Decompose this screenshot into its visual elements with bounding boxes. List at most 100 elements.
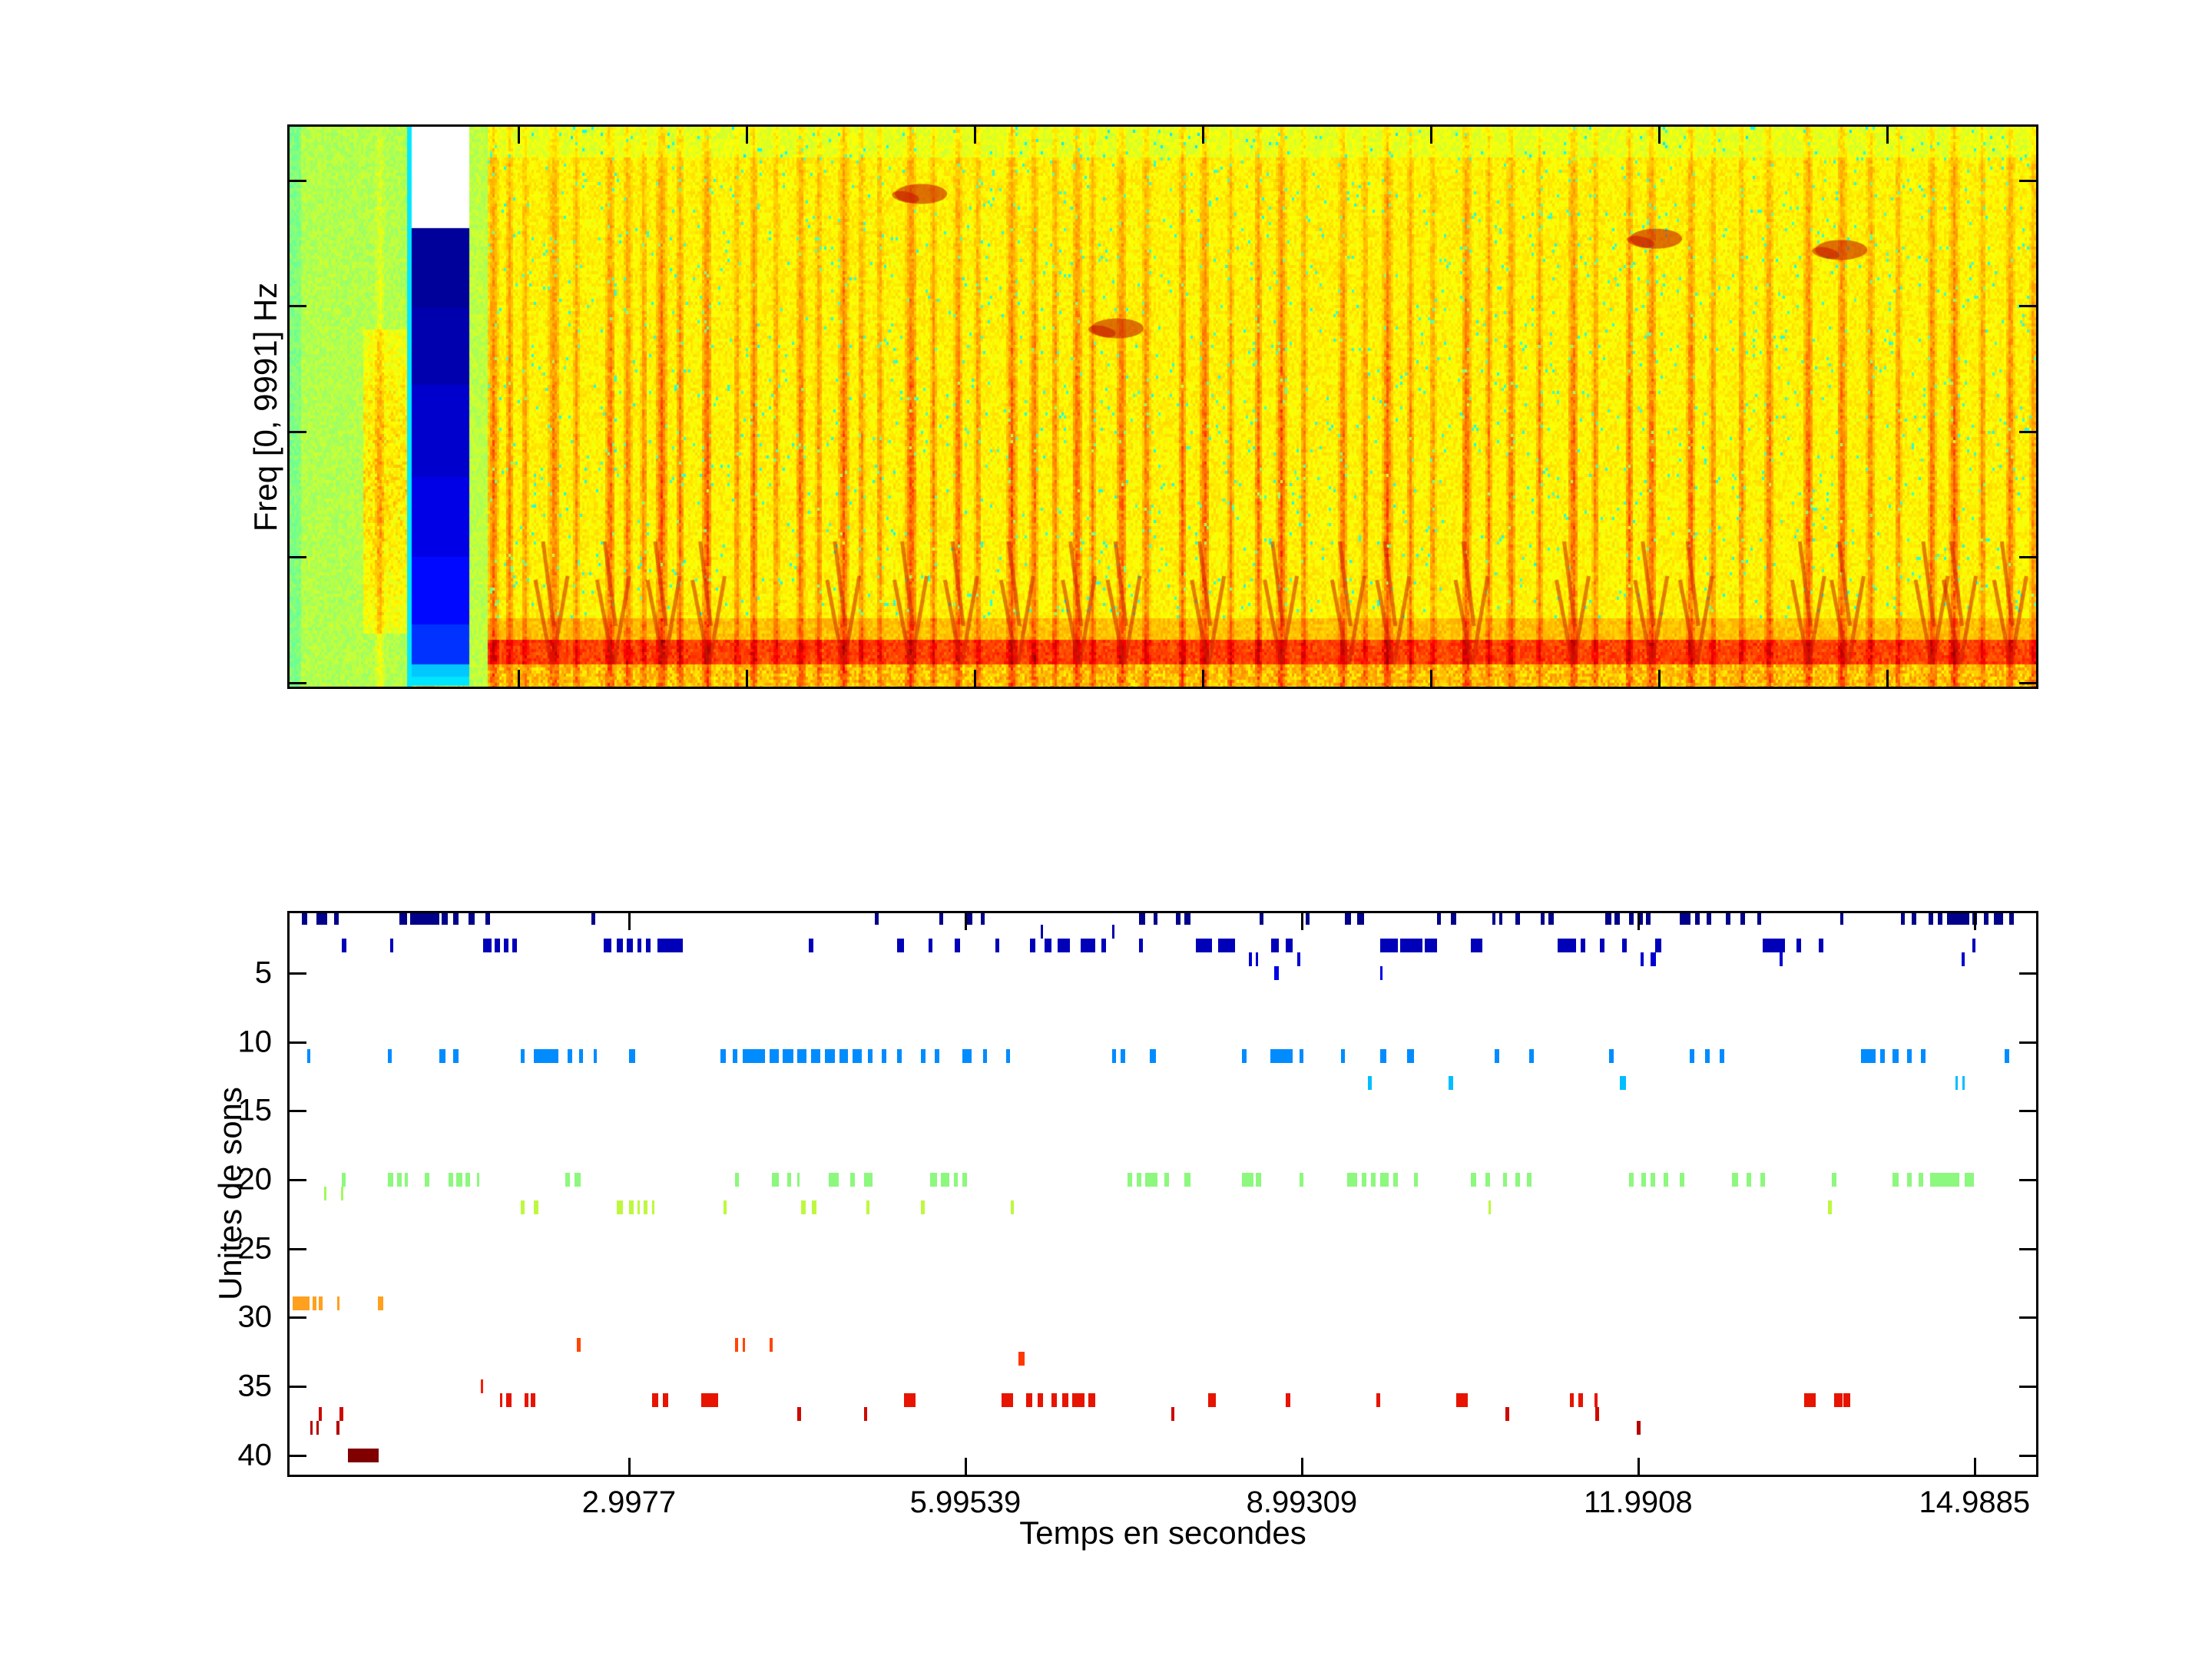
raster-mark: [1595, 1406, 1599, 1421]
raster-mark: [1138, 939, 1144, 953]
raster-mark: [980, 913, 985, 926]
raster-mark: [1153, 913, 1158, 926]
raster-mark: [2005, 1048, 2010, 1063]
raster-ytick: [2019, 1385, 2036, 1388]
raster-mark: [449, 1172, 453, 1187]
raster-ytick: [2019, 1041, 2036, 1044]
raster-mark: [1645, 913, 1651, 926]
raster-mark: [494, 939, 501, 953]
raster-mark: [1796, 939, 1801, 953]
raster-mark: [1605, 913, 1611, 926]
raster-mark: [1907, 1172, 1912, 1187]
raster-mark: [1503, 1172, 1507, 1187]
raster-mark: [929, 1172, 937, 1187]
top-axes-ytick: [290, 305, 306, 307]
top-axes-xtick: [1886, 670, 1889, 687]
raster-mark: [742, 1338, 745, 1353]
raster-mark: [1471, 939, 1482, 953]
raster-mark: [1044, 939, 1051, 953]
raster-mark: [954, 939, 961, 953]
raster-mark: [1834, 1392, 1843, 1407]
raster-ytick-label: 20: [237, 1162, 273, 1197]
top-axes-ytick: [290, 682, 306, 684]
raster-mark: [388, 1048, 392, 1063]
raster-xtick-label: 8.99309: [1246, 1485, 1358, 1519]
raster-mark: [1918, 1172, 1923, 1187]
raster-mark: [1620, 1076, 1626, 1091]
raster-mark: [1515, 913, 1521, 926]
raster-mark: [1492, 913, 1496, 926]
raster-mark: [1041, 925, 1044, 939]
top-axes-xtick: [1202, 127, 1204, 144]
raster-mark: [452, 913, 459, 926]
raster-mark: [904, 1392, 916, 1407]
raster-ytick-label: 25: [237, 1231, 273, 1266]
raster-mark: [1747, 1172, 1752, 1187]
raster-mark: [1488, 1200, 1492, 1214]
raster-mark: [316, 1420, 319, 1435]
raster-mark: [1929, 1172, 1959, 1187]
raster-mark: [1540, 913, 1545, 926]
raster-mark: [574, 1172, 581, 1187]
raster-ytick-label: 15: [237, 1093, 273, 1128]
raster-mark: [853, 1048, 862, 1063]
raster-mark: [939, 913, 944, 926]
raster-mark: [1357, 913, 1365, 926]
raster-mark: [1026, 1392, 1032, 1407]
raster-mark: [1900, 913, 1906, 926]
raster-mark: [1594, 1392, 1598, 1407]
raster-mark: [425, 1172, 430, 1187]
raster-ytick: [290, 1041, 306, 1044]
raster-mark: [1450, 913, 1457, 926]
raster-mark: [534, 1200, 538, 1214]
raster-ytick-label: 40: [237, 1438, 273, 1472]
raster-mark: [1760, 1172, 1765, 1187]
raster-mark: [1529, 1048, 1534, 1063]
raster-mark: [306, 1048, 311, 1063]
raster-mark: [617, 939, 623, 953]
raster-mark: [1379, 1048, 1387, 1063]
raster-mark: [316, 913, 328, 926]
top-axes-xtick: [518, 670, 520, 687]
raster-ytick-label: 30: [237, 1300, 273, 1334]
raster-mark: [657, 939, 684, 953]
raster-mark: [1138, 913, 1146, 926]
top-axes-xtick: [1886, 127, 1889, 144]
raster-xtick: [1300, 1458, 1303, 1475]
raster-mark: [1425, 939, 1438, 953]
raster-mark: [882, 1048, 886, 1063]
raster-ytick: [2019, 1178, 2036, 1181]
raster-mark: [995, 939, 1000, 953]
raster-mark: [1296, 952, 1300, 967]
raster-mark: [1578, 1392, 1584, 1407]
raster-mark: [342, 939, 347, 953]
raster-xtick: [1637, 1458, 1640, 1475]
raster-ytick: [290, 1385, 306, 1388]
raster-mark: [442, 913, 448, 926]
raster-mark: [1557, 939, 1577, 953]
raster-mark: [334, 913, 339, 926]
raster-mark: [1111, 1048, 1117, 1063]
raster-mark: [1062, 1392, 1068, 1407]
raster-mark: [578, 1048, 584, 1063]
raster-mark: [1689, 1048, 1694, 1063]
raster-mark: [629, 1200, 634, 1214]
raster-mark: [644, 1200, 647, 1214]
raster-mark: [839, 1048, 849, 1063]
raster-mark: [1861, 1048, 1876, 1063]
raster-mark: [1299, 1048, 1304, 1063]
raster-mark: [1406, 1048, 1414, 1063]
raster-mark: [929, 939, 932, 953]
raster-mark: [829, 1172, 839, 1187]
raster-mark: [1527, 1172, 1532, 1187]
raster-mark: [797, 1048, 807, 1063]
raster-mark: [318, 1296, 323, 1311]
raster-mark: [897, 1048, 902, 1063]
raster-ytick: [290, 1316, 306, 1320]
raster-mark: [1494, 1048, 1499, 1063]
raster-mark: [340, 1186, 343, 1200]
raster-ytick: [2019, 1110, 2036, 1113]
raster-mark: [1145, 1172, 1158, 1187]
raster-mark: [850, 1172, 855, 1187]
raster-ytick: [290, 1247, 306, 1250]
